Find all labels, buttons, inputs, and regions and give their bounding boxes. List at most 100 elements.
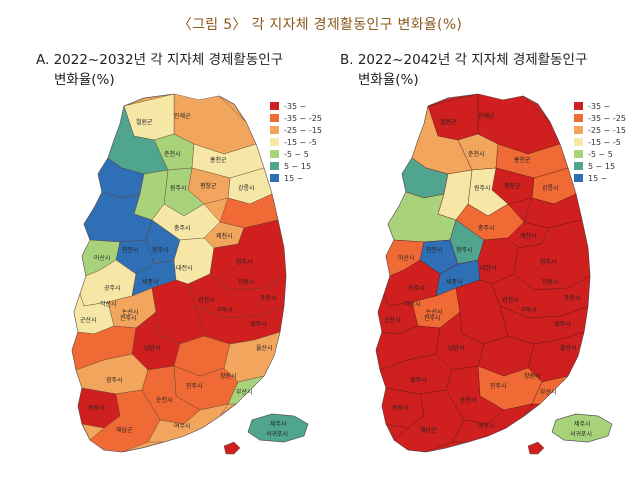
legend-b-item: -15 ~ -5 [574,136,636,148]
label-a-iksan: 익산시 [100,300,117,308]
label-a-yeosu: 여수시 [174,422,191,430]
korea-map-b: 인제군 철원군 춘천시 홍천군 강릉시 평창군 원주시 충주시 제천시 청주시 … [375,93,613,455]
legend-swatch [574,150,583,158]
legend-a-item: -35 ~ [270,100,332,112]
region-a-yeosu [147,403,229,443]
label-b-cheongju: 청주시 [456,247,473,254]
panel-b-title-line1: B. 2022~2042년 각 지자체 경제활동인구 [340,52,588,68]
label-b-chuncheon: 춘천시 [468,150,485,158]
legend-b-item: 15 ~ [574,172,636,184]
label-a-gumi: 구미시 [216,306,233,314]
region-b-haenam [393,389,465,452]
legend-label: -5 ~ 5 [588,149,613,159]
label-a-ulsan: 울산시 [256,344,273,352]
label-a-chungju: 충주시 [174,224,191,232]
panel-a-title-line1: A. 2022~2032년 각 지자체 경제활동인구 [36,52,284,68]
label-a-gangneung: 강릉시 [238,184,255,192]
jeju-island-b [551,413,613,443]
legend-swatch [270,174,279,182]
legend-swatch [270,114,279,122]
legend-label: -35 ~ -25 [588,113,626,123]
legend-label: -35 ~ [284,101,307,111]
label-b-yeosu: 여수시 [478,422,495,430]
label-b-gumi: 구미시 [520,306,537,314]
legend-swatch [270,126,279,134]
label-b-cheorwon: 철원군 [440,118,457,126]
label-a-sejong: 세종시 [142,278,159,286]
ulleung-b [527,441,545,455]
label-a-gunsan: 군산시 [80,316,97,324]
label-b-yeongju: 영주시 [540,258,557,266]
region-b-yeosu [451,403,533,443]
label-b-nonsan: 논산시 [426,308,443,316]
legend-label: 5 ~ 15 [284,161,312,171]
legend-label: 5 ~ 15 [588,161,616,171]
label-a-hongcheon: 홍천군 [210,156,227,164]
label-b-gongju: 공주시 [408,285,425,292]
label-a-busan: 부산시 [236,388,253,396]
legend-a-item: 5 ~ 15 [270,160,332,172]
label-a-inje: 인제군 [174,112,191,120]
label-b-daejeon: 대전시 [480,264,497,272]
label-a-gongju: 공주시 [104,285,121,292]
label-a-cheongju: 청주시 [152,247,169,254]
label-b-wonju: 원주시 [474,184,491,192]
legend-b-item: -25 ~ -15 [574,124,636,136]
label-a-cheonan: 천안시 [122,246,139,254]
label-a-nonsan: 논산시 [122,308,139,316]
label-b-asan: 아산시 [398,254,415,262]
panel-b-title-line2: 변화율(%) [358,72,419,88]
label-b-ulsan: 울산시 [560,344,577,352]
label-b-pohang: 포항시 [564,294,581,302]
label-a-gwangju: 광주시 [106,377,123,384]
label-b-pyeongchang: 평창군 [504,182,521,190]
panel-a-title-line2: 변화율(%) [54,72,115,88]
label-a-daejeon: 대전시 [176,264,193,272]
legend-b-item: 5 ~ 15 [574,160,636,172]
label-a-namwon: 남원시 [144,344,161,352]
label-a-jinju: 진주시 [186,382,203,390]
label-b-gunsan: 군산시 [384,316,401,324]
label-a-gimcheon: 김천시 [198,296,215,304]
label-a-andong: 안동시 [238,278,255,286]
legend-label: -35 ~ [588,101,611,111]
legend-a-item: 15 ~ [270,172,332,184]
label-b-sejong: 세종시 [446,278,463,286]
legend-swatch [574,126,583,134]
label-a-asan: 아산시 [94,254,111,262]
label-a-seogwipo: 서귀포시 [266,430,288,438]
legend-label: -25 ~ -15 [588,125,626,135]
label-a-wonju: 원주시 [170,184,187,192]
legend-a-item: -35 ~ -25 [270,112,332,124]
label-a-jeonju: 전주시 [120,314,137,322]
label-b-mokpo: 목포시 [392,405,409,412]
label-a-haenam: 해남군 [116,426,133,434]
legend-b-item: -5 ~ 5 [574,148,636,160]
label-b-inje: 인제군 [478,112,495,120]
label-b-gimcheon: 김천시 [502,296,519,304]
legend-a-item: -5 ~ 5 [270,148,332,160]
legend-label: -25 ~ -15 [284,125,322,135]
legend-swatch [270,138,279,146]
legend-b: -35 ~ -35 ~ -25 -25 ~ -15 -15 ~ -5 -5 ~ … [574,100,636,184]
legend-b-item: -35 ~ [574,100,636,112]
map-panel-b: B. 2022~2042년 각 지자체 경제활동인구 변화율(%) [328,44,628,484]
ulleung-a [223,441,241,455]
legend-label: 15 ~ [284,173,304,183]
legend-swatch [270,162,279,170]
label-b-jeonju: 전주시 [424,314,441,322]
label-a-suncheon: 순천시 [156,396,173,404]
region-a-busan [227,375,265,405]
label-b-haenam: 해남군 [420,426,437,434]
label-a-cheorwon: 철원군 [136,118,153,126]
label-b-iksan: 익산시 [404,300,421,308]
label-b-andong: 안동시 [542,278,559,286]
label-b-chungju: 충주시 [478,224,495,232]
legend-label: 15 ~ [588,173,608,183]
region-a-haenam [89,389,161,452]
legend-label: -15 ~ -5 [284,137,317,147]
label-a-gyeongju: 경주시 [250,321,267,328]
legend-label: -5 ~ 5 [284,149,309,159]
label-b-busan: 부산시 [540,388,557,396]
label-b-suncheon: 순천시 [460,396,477,404]
